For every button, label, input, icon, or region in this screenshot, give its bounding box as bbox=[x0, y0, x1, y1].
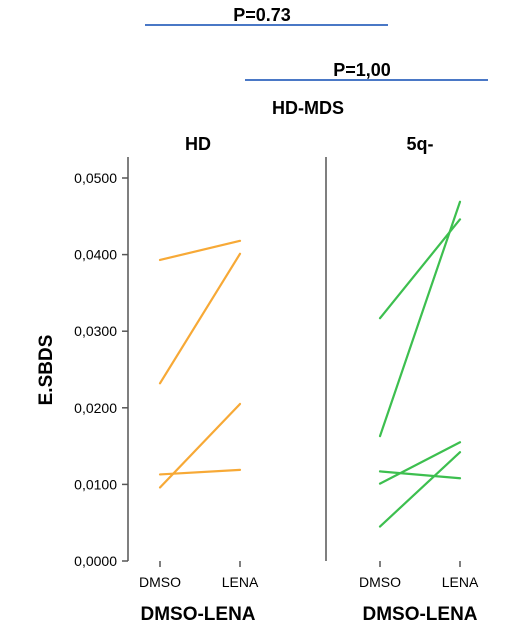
x-tick-label: LENA bbox=[222, 574, 259, 590]
y-tick-label: 0,0100 bbox=[74, 476, 117, 492]
y-tick-label: 0,0500 bbox=[74, 170, 117, 186]
y-tick-label: 0,0200 bbox=[74, 400, 117, 416]
series-line bbox=[378, 200, 462, 438]
panel-title: HD bbox=[185, 134, 211, 154]
panels: HD DMSO LENA DMSO-LENA 5q- DMSO LENA DMSO-LENA bbox=[139, 134, 479, 625]
series-line bbox=[378, 441, 462, 485]
panel-hd: HD DMSO LENA DMSO-LENA bbox=[139, 134, 259, 625]
series-line bbox=[378, 218, 462, 320]
y-tick-label: 0,0000 bbox=[74, 553, 117, 569]
comparison-label-right: P=1,00 bbox=[333, 60, 391, 80]
y-tick-label: 0,0300 bbox=[74, 323, 117, 339]
series-line bbox=[158, 252, 242, 385]
panel-5q: 5q- DMSO LENA DMSO-LENA bbox=[359, 134, 479, 625]
series-line bbox=[378, 451, 462, 528]
x-axis-label: DMSO-LENA bbox=[362, 604, 477, 625]
y-tick-label: 0,0400 bbox=[74, 247, 117, 263]
series-line bbox=[158, 468, 242, 476]
series-line bbox=[158, 402, 242, 489]
series-line bbox=[158, 239, 242, 262]
series-line bbox=[378, 470, 462, 480]
x-axis-label: DMSO-LENA bbox=[140, 604, 255, 625]
x-tick-label: DMSO bbox=[139, 574, 181, 590]
x-tick-label: LENA bbox=[442, 574, 479, 590]
chart-title: HD-MDS bbox=[272, 98, 344, 118]
x-tick-label: DMSO bbox=[359, 574, 401, 590]
y-axis-label: E.SBDS bbox=[36, 335, 57, 406]
comparison-label-wide: P=0.73 bbox=[233, 5, 291, 25]
y-axis: 0,0000 0,0100 0,0200 0,0300 0,0400 0,0500 bbox=[74, 170, 128, 569]
panel-title: 5q- bbox=[407, 134, 434, 154]
